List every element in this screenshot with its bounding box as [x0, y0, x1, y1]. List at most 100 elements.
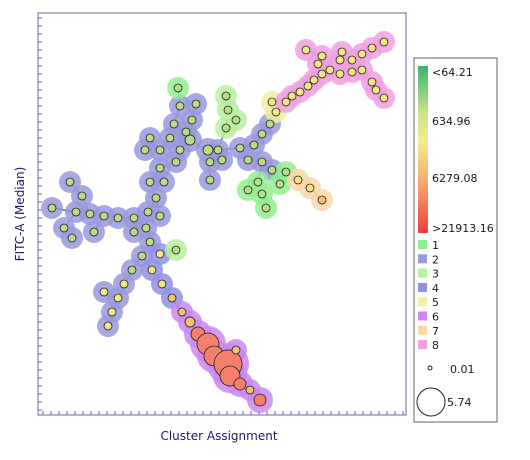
tree-node	[367, 43, 377, 53]
tree-node	[151, 193, 161, 203]
plot-area	[37, 12, 407, 416]
tree-node	[65, 177, 75, 187]
legend-frame	[413, 57, 498, 423]
tree-node	[173, 83, 183, 93]
tree-node	[357, 49, 367, 59]
cluster-legend-swatch	[418, 340, 427, 350]
tree-node	[99, 287, 109, 297]
tree-node	[165, 133, 175, 143]
tree-node	[47, 203, 57, 213]
tree-node	[107, 307, 117, 317]
tree-node	[202, 144, 214, 156]
tree-node	[379, 93, 389, 103]
tree-node	[213, 145, 223, 155]
tree-node	[325, 65, 335, 75]
tree-node	[159, 177, 169, 187]
size-legend-small-label: 0.01	[450, 363, 475, 376]
color-scale-label: >21913.16	[432, 222, 494, 235]
color-scale-labels: <64.21 634.96 6279.08 >21913.16	[432, 66, 494, 235]
tree-node	[171, 245, 181, 255]
tree-node	[145, 177, 155, 187]
size-legend-small-circle	[427, 365, 433, 371]
cluster-legend-swatch	[418, 254, 427, 264]
tree-node	[223, 105, 233, 115]
tree-node	[305, 183, 315, 193]
tree-node	[187, 115, 197, 125]
tree-node	[257, 189, 267, 199]
tree-node	[143, 207, 153, 217]
tree-node	[129, 227, 139, 237]
tree-node	[155, 211, 165, 221]
tree-node	[145, 237, 155, 247]
cluster-legend-label: 3	[432, 268, 439, 281]
tree-node	[309, 75, 319, 85]
tree-node	[235, 143, 245, 153]
tree-node	[113, 293, 123, 303]
tree-node	[257, 129, 267, 139]
tree-node	[177, 307, 187, 317]
tree-node	[253, 177, 263, 187]
tree-node	[335, 69, 345, 79]
tree-node	[181, 127, 191, 137]
color-scale-label: 634.96	[432, 115, 471, 128]
tree-node	[371, 85, 381, 95]
tree-node	[59, 223, 69, 233]
tree-node	[67, 233, 77, 243]
tree-node	[221, 91, 231, 101]
tree-node	[245, 385, 255, 395]
tree-node	[167, 293, 177, 303]
tree-node	[293, 175, 303, 185]
color-gradient-bar	[418, 66, 428, 233]
cluster-legend-swatch	[418, 297, 427, 307]
tree-node	[171, 157, 181, 167]
legend: <64.21 634.96 6279.08 >21913.16 12 345 678 0.…	[413, 57, 498, 423]
cluster-legend-label: 4	[432, 282, 439, 295]
tree-node	[147, 265, 157, 275]
tree-node	[141, 223, 151, 233]
tree-node	[367, 77, 377, 87]
tree-node	[113, 213, 123, 223]
tree-node	[253, 393, 267, 407]
tree-node	[191, 99, 201, 109]
tree-node	[379, 37, 389, 47]
tree-node	[157, 279, 167, 289]
tree-node	[103, 321, 113, 331]
tree-node	[155, 163, 165, 173]
tree-node	[71, 207, 81, 217]
tree-node	[137, 251, 147, 261]
cluster-legend-swatch	[418, 311, 427, 321]
tree-node	[281, 167, 291, 177]
tree-node	[184, 134, 196, 146]
tree-node	[317, 51, 327, 61]
tree-node	[127, 265, 137, 275]
tree-node	[85, 209, 95, 219]
tree-node	[231, 345, 241, 355]
tree-node	[231, 115, 241, 125]
color-scale-label: <64.21	[432, 66, 473, 79]
tree-node	[243, 155, 253, 165]
tree-node	[99, 211, 109, 221]
tree-node	[175, 101, 185, 111]
tree-node	[184, 316, 196, 328]
tree-node	[295, 87, 305, 97]
tree-node	[175, 145, 185, 155]
tree-node	[140, 145, 150, 155]
tree-node	[357, 65, 367, 75]
tree-node	[317, 69, 327, 79]
tree-node	[77, 191, 87, 201]
cluster-legend: 12 345 678	[418, 239, 439, 352]
tree-node	[119, 279, 129, 289]
tree-node	[233, 377, 247, 391]
cluster-legend-label: 6	[432, 311, 439, 324]
tree-node	[205, 157, 215, 167]
x-axis-label: Cluster Assignment	[160, 429, 277, 443]
y-axis-ticks	[38, 17, 42, 411]
tree-node	[221, 123, 231, 133]
tree-node	[267, 97, 277, 107]
cluster-legend-label: 5	[432, 296, 439, 309]
tree-node	[281, 97, 291, 107]
y-axis-label: FITC-A (Median)	[13, 167, 27, 262]
tree-node	[275, 179, 285, 189]
tree-node	[265, 119, 275, 129]
